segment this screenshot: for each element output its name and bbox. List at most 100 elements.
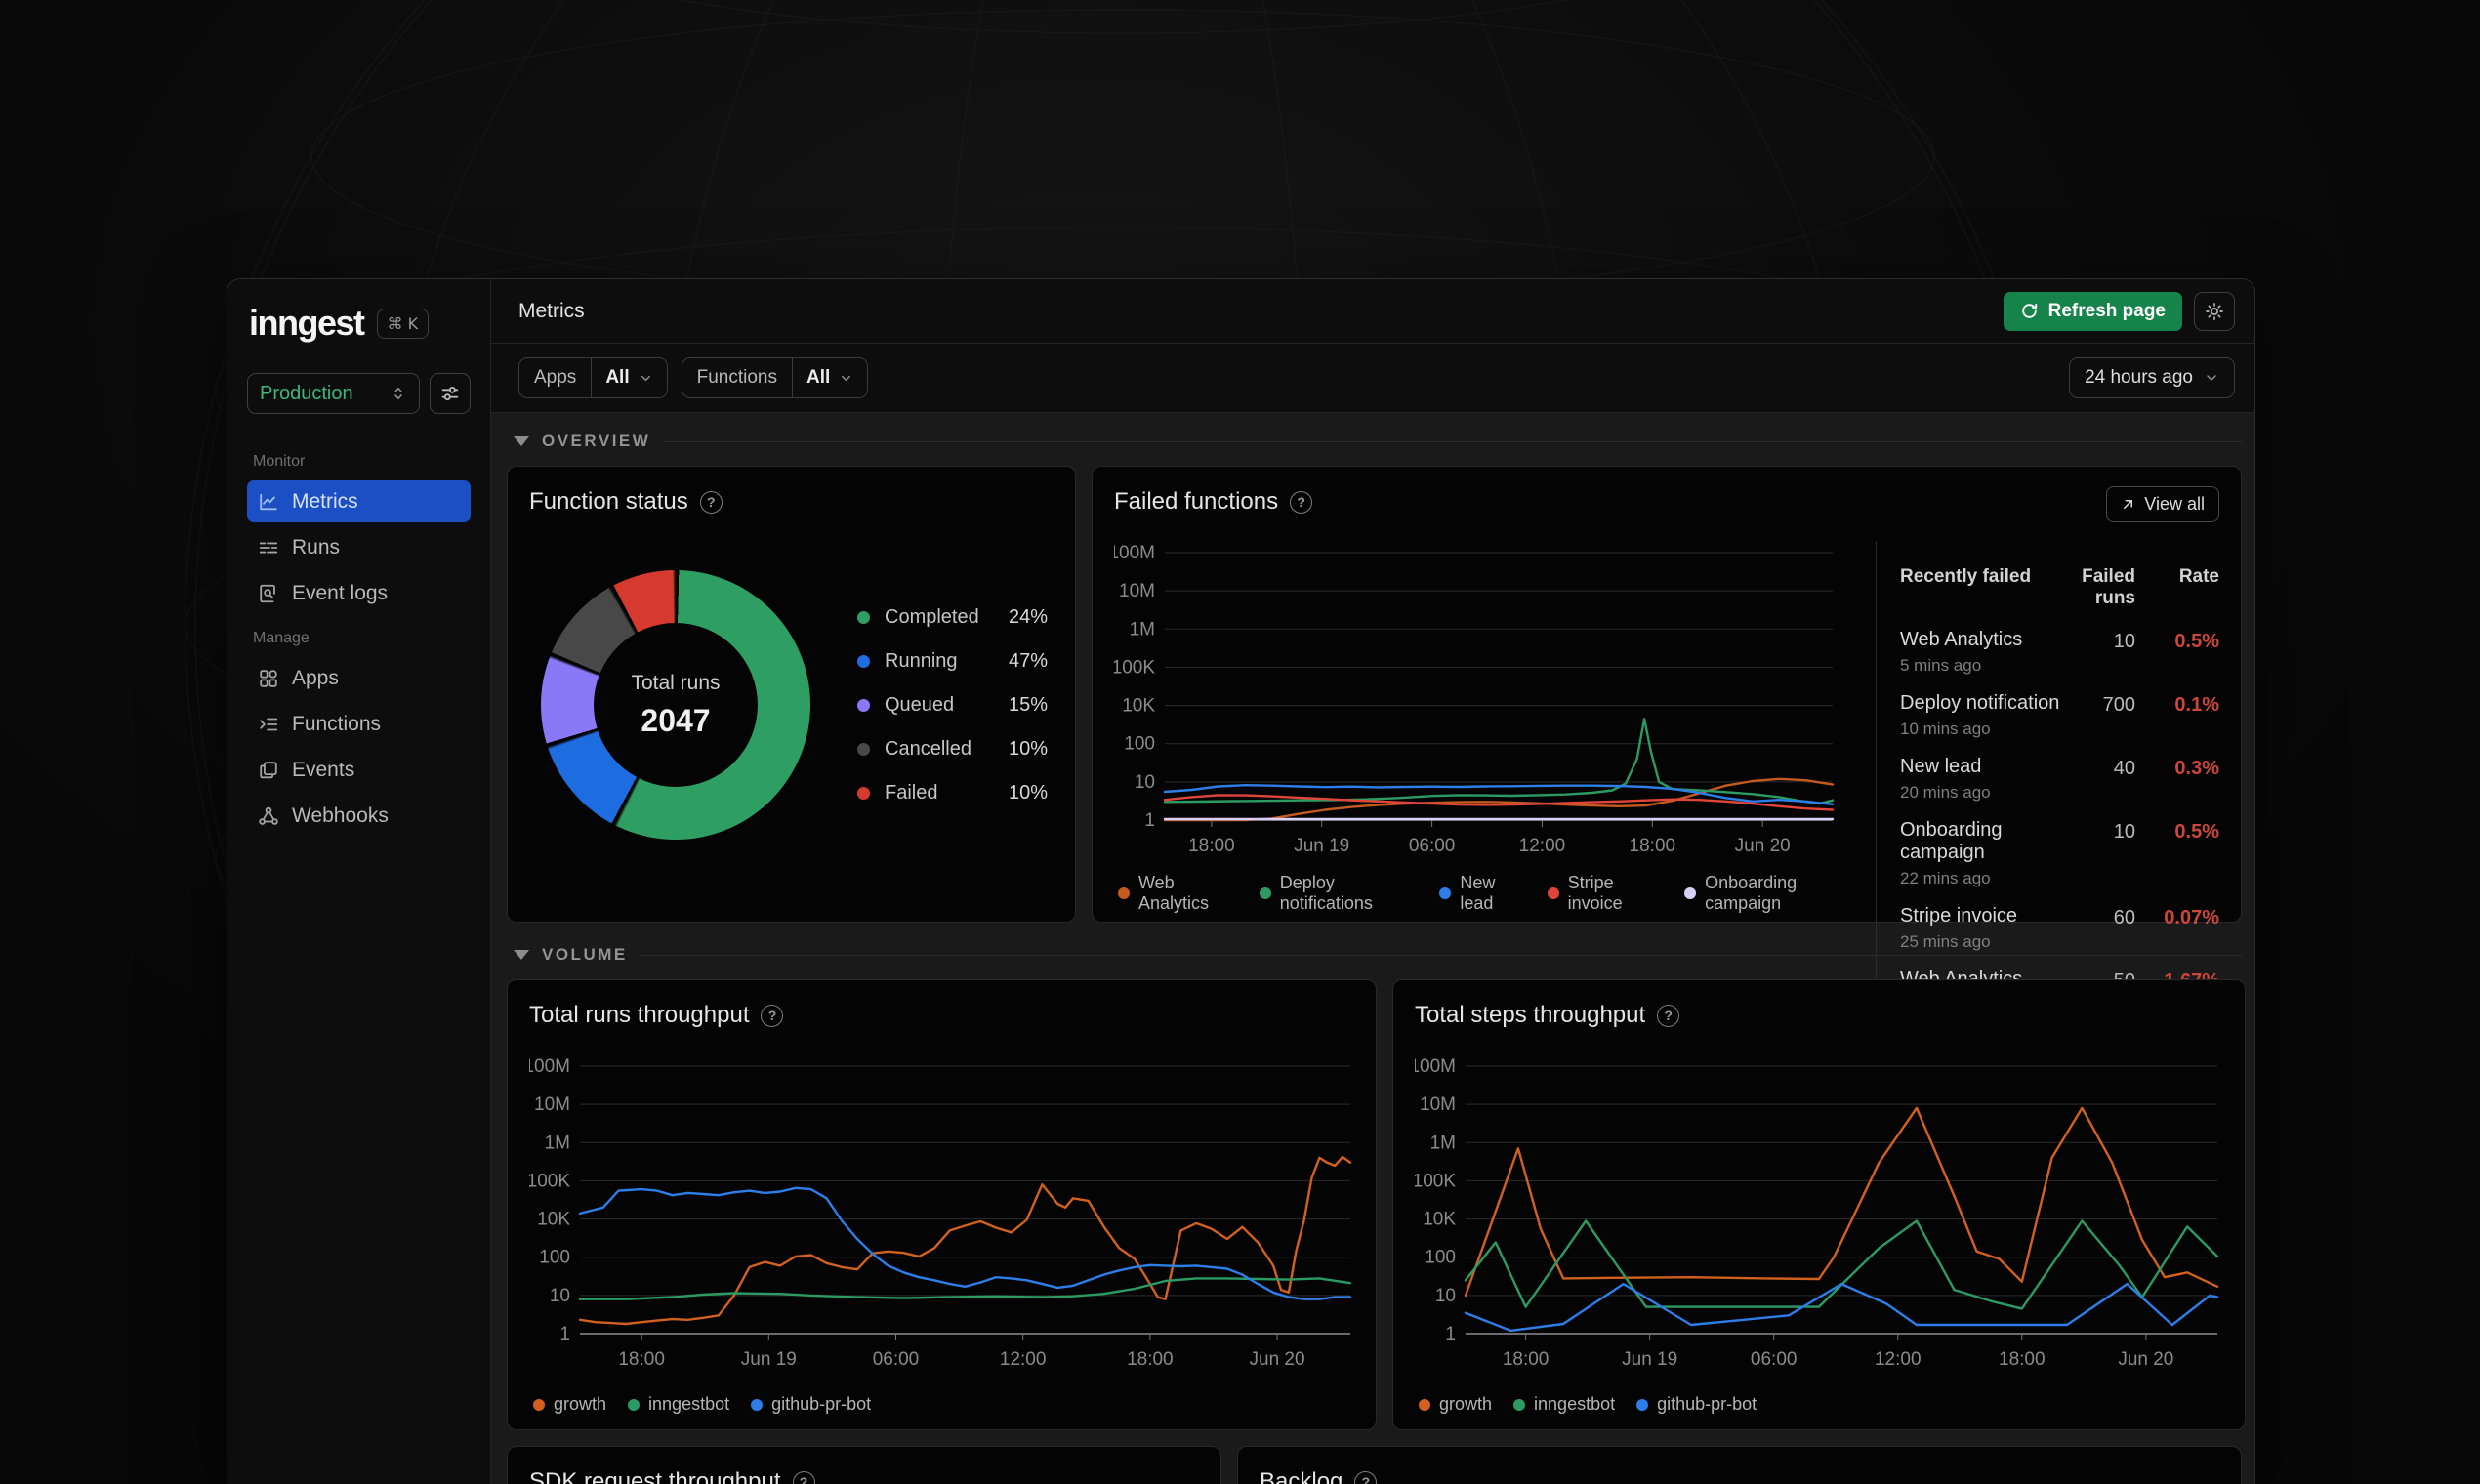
help-icon[interactable]: ? <box>1354 1470 1378 1484</box>
help-icon[interactable]: ? <box>699 490 723 514</box>
svg-text:10K: 10K <box>537 1210 570 1230</box>
card-failed-functions: Failed functions ? View all 100M10M1M100… <box>1092 466 2242 1032</box>
help-icon[interactable]: ? <box>1657 1004 1680 1027</box>
view-all-button[interactable]: View all <box>2106 486 2219 522</box>
series-legend-item: inngestbot <box>628 1394 729 1415</box>
status-pct: 24% <box>1008 605 1048 628</box>
help-icon[interactable]: ? <box>792 1470 815 1484</box>
svg-text:Jun 19: Jun 19 <box>1622 1349 1677 1370</box>
svg-text:1M: 1M <box>1430 1133 1456 1153</box>
sidebar-item-runs[interactable]: Runs <box>247 526 471 568</box>
help-icon[interactable]: ? <box>1290 490 1313 514</box>
svg-text:1: 1 <box>1445 1324 1456 1344</box>
collapse-triangle-icon <box>514 436 529 446</box>
sidebar-item-event-logs[interactable]: Event logs <box>247 572 471 614</box>
failed-function-row[interactable]: Web Analytics 5 mins ago <box>1900 629 2023 675</box>
failed-runs-value: 10 <box>2113 821 2135 843</box>
svg-text:1M: 1M <box>1130 619 1155 639</box>
svg-text:100M: 100M <box>529 1056 570 1077</box>
main-panel: Metrics Refresh page Apps All Functions … <box>491 279 2254 1484</box>
failed-runs-value: 40 <box>2113 758 2135 779</box>
svg-text:1: 1 <box>559 1324 570 1344</box>
failed-function-row[interactable]: Deploy notification 10 mins ago <box>1900 692 2060 738</box>
total-runs-chart-legend: growth inngestbot github-pr-bot <box>533 1394 1354 1415</box>
status-label: Queued <box>885 693 955 716</box>
series-legend-item: inngestbot <box>1513 1394 1615 1415</box>
status-legend-item: Completed 24% <box>857 606 1048 629</box>
sidebar-item-events[interactable]: Events <box>247 749 471 791</box>
time-range-selector[interactable]: 24 hours ago <box>2069 357 2235 398</box>
svg-text:10K: 10K <box>1423 1210 1456 1230</box>
svg-text:12:00: 12:00 <box>1000 1349 1047 1370</box>
failed-runs-value: 60 <box>2113 907 2135 928</box>
functions-filter[interactable]: Functions All <box>681 357 869 398</box>
series-legend-item: New lead <box>1439 873 1525 914</box>
status-pct: 15% <box>1008 693 1048 716</box>
sidebar-item-functions[interactable]: Functions <box>247 703 471 745</box>
failed-function-row[interactable]: Onboarding campaign 22 mins ago <box>1900 819 2003 887</box>
event-logs-icon <box>260 584 275 602</box>
status-legend-item: Queued 15% <box>857 694 1048 717</box>
svg-text:18:00: 18:00 <box>1188 836 1235 856</box>
svg-text:100K: 100K <box>1114 657 1155 678</box>
total-runs-throughput-chart: 100M 10M 1M 100K 10K 100 10 1 18:00 Jun 19 06:00 12… <box>529 1056 1352 1370</box>
command-k-shortcut[interactable]: ⌘ K <box>376 308 430 339</box>
environment-selector[interactable]: Production <box>247 373 420 414</box>
status-label: Completed <box>885 605 979 628</box>
failed-function-row[interactable]: New lead 20 mins ago <box>1900 756 1991 802</box>
svg-text:10: 10 <box>1435 1286 1456 1306</box>
svg-text:10K: 10K <box>1122 696 1155 717</box>
svg-text:10: 10 <box>1135 772 1155 793</box>
refresh-page-button[interactable]: Refresh page <box>2003 291 2182 331</box>
sidebar-item-apps[interactable]: Apps <box>247 657 471 699</box>
failed-runs-value: 10 <box>2113 631 2135 652</box>
chevron-down-icon <box>842 375 851 381</box>
overview-section-header[interactable]: OVERVIEW <box>514 431 2242 452</box>
status-pct: 10% <box>1008 781 1048 804</box>
status-legend-item: Running 47% <box>857 650 1048 673</box>
card-total-runs-throughput: Total runs throughput ? 100M 10M 1M 100K 10K… <box>507 979 1377 1430</box>
svg-text:18:00: 18:00 <box>1999 1349 2046 1370</box>
failed-rate-value: 0.1% <box>2174 694 2219 716</box>
series-legend-item: growth <box>533 1394 606 1415</box>
svg-text:Jun 20: Jun 20 <box>1735 836 1791 856</box>
total-steps-throughput-chart: 100M 10M 1M 100K 10K 100 10 1 18:00 Jun 19 06:00 12… <box>1415 1056 2219 1370</box>
collapse-triangle-icon <box>514 950 529 960</box>
app-window: inngest ⌘ K Production Monitor Metrics R… <box>227 278 2255 1484</box>
status-legend-item: Cancelled 10% <box>857 738 1048 761</box>
help-icon[interactable]: ? <box>761 1004 784 1027</box>
volume-section-header[interactable]: VOLUME <box>514 944 2242 966</box>
total-runs-value: 2047 <box>641 702 711 738</box>
sidebar-item-webhooks[interactable]: Webhooks <box>247 795 471 837</box>
function-status-donut: Total runs 2047 <box>541 570 810 840</box>
environment-filter-button[interactable] <box>430 373 471 414</box>
filter-bar: Apps All Functions All 24 hours ago <box>491 344 2254 413</box>
series-legend-item: github-pr-bot <box>751 1394 871 1415</box>
arrow-up-right-icon <box>2124 500 2133 509</box>
recently-failed-rows: Recently failed Failed runs Rate Web Ana… <box>1900 566 2219 1032</box>
line-chart-icon <box>260 493 277 510</box>
failed-functions-chart-legend: Web Analytics Deploy notifications New lea… <box>1118 873 1862 914</box>
apps-filter[interactable]: Apps All <box>518 357 668 398</box>
sidebar-item-metrics[interactable]: Metrics <box>247 480 471 522</box>
status-label: Cancelled <box>885 737 971 760</box>
series-legend-item: Web Analytics <box>1118 873 1238 914</box>
svg-text:06:00: 06:00 <box>1751 1349 1798 1370</box>
svg-text:100K: 100K <box>529 1171 570 1191</box>
total-runs-label: Total runs <box>631 671 721 694</box>
function-status-title: Function status <box>529 488 688 515</box>
status-pct: 10% <box>1008 737 1048 760</box>
svg-text:100: 100 <box>1124 734 1155 755</box>
svg-text:10M: 10M <box>1119 581 1155 601</box>
svg-text:06:00: 06:00 <box>873 1349 920 1370</box>
svg-text:Jun 19: Jun 19 <box>1294 836 1349 856</box>
chevron-up-down-icon <box>394 387 402 400</box>
gear-icon <box>2206 302 2223 320</box>
svg-text:18:00: 18:00 <box>1630 836 1676 856</box>
svg-text:12:00: 12:00 <box>1875 1349 1922 1370</box>
failed-function-row[interactable]: Stripe invoice 25 mins ago <box>1900 905 2018 951</box>
svg-text:06:00: 06:00 <box>1409 836 1456 856</box>
card-sdk-request-throughput: SDK request throughput ? <box>507 1446 1221 1484</box>
settings-button[interactable] <box>2194 291 2235 331</box>
environment-name: Production <box>260 382 353 404</box>
